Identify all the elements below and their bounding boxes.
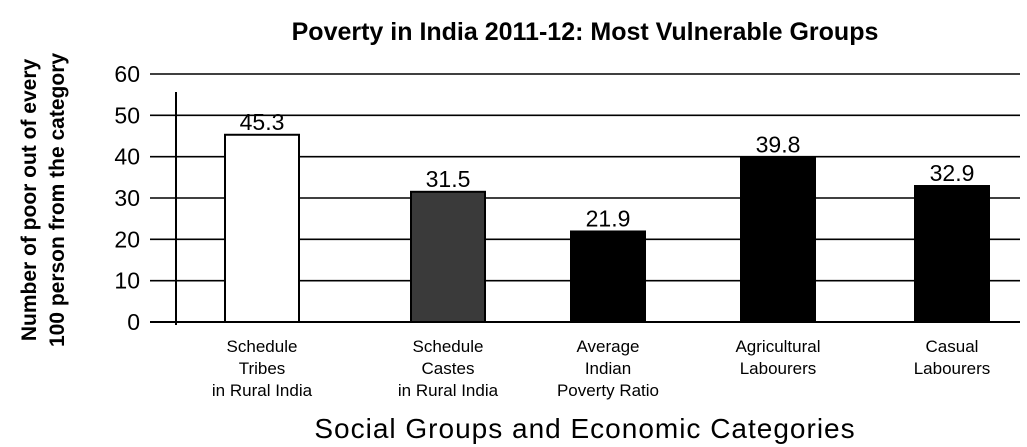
y-tick-label: 0 <box>127 309 140 335</box>
y-tick-labels: 0 10 20 30 40 50 60 <box>114 61 140 335</box>
bar <box>224 133 300 323</box>
value-label: 32.9 <box>930 160 975 186</box>
category-label-line: Schedule <box>413 337 484 356</box>
value-label: 31.5 <box>426 166 471 192</box>
category-label-line: in Rural India <box>398 381 499 400</box>
bars <box>224 133 990 323</box>
value-label: 39.8 <box>756 131 801 157</box>
category-label-line: Casual <box>926 337 979 356</box>
category-label-line: Indian <box>585 359 631 378</box>
value-label: 21.9 <box>586 205 631 231</box>
y-axis-label-line: 100 person from the category <box>46 53 69 347</box>
bar <box>570 230 646 323</box>
category-label-line: Poverty Ratio <box>557 381 659 400</box>
chart-title: Poverty in India 2011-12: Most Vulnerabl… <box>292 18 879 46</box>
y-axis-label: Number of poor out of every 100 person fr… <box>18 53 69 347</box>
category-label-line: Tribes <box>239 359 286 378</box>
category-label-line: Average <box>576 337 639 356</box>
bar <box>740 156 816 323</box>
y-axis-label-line: Number of poor out of every <box>18 59 41 342</box>
category-label-line: Castes <box>422 359 475 378</box>
y-tick-label: 50 <box>114 102 140 128</box>
y-tick-label: 20 <box>114 226 140 252</box>
x-axis-label: Social Groups and Economic Categories <box>314 413 855 444</box>
bar <box>914 185 990 323</box>
category-label-line: Labourers <box>740 359 817 378</box>
y-tick-label: 40 <box>114 144 140 170</box>
bar <box>410 190 486 323</box>
category-label-line: in Rural India <box>212 381 313 400</box>
category-label-line: Labourers <box>914 359 991 378</box>
value-label: 45.3 <box>240 109 285 135</box>
y-tick-label: 30 <box>114 185 140 211</box>
y-tick-label: 10 <box>114 268 140 294</box>
category-label-line: Agricultural <box>735 337 820 356</box>
category-label-line: Schedule <box>227 337 298 356</box>
category-labels: Schedule Tribes in Rural India Schedule Cast… <box>212 337 990 400</box>
y-tick-label: 60 <box>114 61 140 87</box>
value-labels: 45.3 31.5 21.9 39.8 32.9 <box>240 109 975 232</box>
